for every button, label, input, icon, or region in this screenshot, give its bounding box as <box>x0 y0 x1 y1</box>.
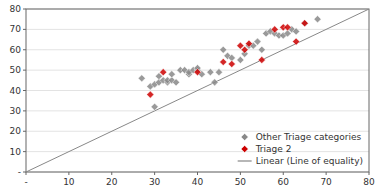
x-tick-label: 80 <box>363 177 375 187</box>
y-tick-label: 80 <box>10 4 22 14</box>
point <box>258 56 265 63</box>
point <box>301 20 308 27</box>
point <box>172 79 179 86</box>
x-tick-label: 20 <box>106 177 118 187</box>
point <box>207 69 214 76</box>
y-tick-label: 70 <box>10 24 22 34</box>
point <box>237 56 244 63</box>
point <box>245 40 252 47</box>
x-tick-label: 30 <box>149 177 161 187</box>
legend-label: Other Triage categories <box>256 132 362 142</box>
point <box>220 58 227 65</box>
legend-swatch <box>241 145 248 152</box>
y-tick-label: 40 <box>10 86 22 96</box>
point <box>228 60 235 67</box>
plot-frame <box>26 9 369 172</box>
grid-line <box>26 49 369 50</box>
point <box>293 38 300 45</box>
point <box>194 69 201 76</box>
legend-label: Linear (Line of equality) <box>256 156 363 166</box>
point <box>138 75 145 82</box>
point <box>293 28 300 35</box>
grid-line <box>26 110 369 111</box>
grid-line <box>26 29 369 30</box>
x-tick-label: - <box>24 177 27 187</box>
legend-swatch <box>241 133 248 140</box>
equality-line <box>26 9 369 172</box>
x-tick-label: 40 <box>192 177 204 187</box>
chart: - 10 20 30 40 50 60 70 80 - 10 20 30 40 50 60 70 80 Other … <box>0 0 379 192</box>
x-tick-label: 60 <box>278 177 290 187</box>
y-tick-label: 10 <box>10 147 22 157</box>
y-tick-label: 50 <box>10 65 22 75</box>
point <box>258 46 265 53</box>
x-tick-label: 70 <box>320 177 332 187</box>
point <box>211 79 218 86</box>
legend: Other Triage categories Triage 2 Linear (L… <box>238 132 363 166</box>
y-tick-label: 20 <box>10 126 22 136</box>
axes: - 10 20 30 40 50 60 70 80 - 10 20 30 40 50 60 70 80 <box>10 4 375 187</box>
point <box>215 69 222 76</box>
point <box>151 103 158 110</box>
point <box>241 46 248 53</box>
series-points <box>138 16 321 111</box>
x-tick-label: 50 <box>235 177 247 187</box>
y-tick-label: - <box>18 167 21 177</box>
series-points <box>147 20 309 99</box>
point <box>254 38 261 45</box>
point <box>147 91 154 98</box>
point <box>314 16 321 23</box>
grid-line <box>26 151 369 152</box>
legend-label: Triage 2 <box>255 144 292 154</box>
point <box>301 20 308 27</box>
y-tick-label: 60 <box>10 45 22 55</box>
point <box>271 26 278 33</box>
legend-swatch <box>238 160 252 161</box>
y-tick-label: 30 <box>10 106 22 116</box>
point <box>160 69 167 76</box>
point <box>284 24 291 31</box>
x-tick-label: 10 <box>63 177 75 187</box>
plot-area <box>26 9 369 172</box>
point <box>168 71 175 78</box>
point <box>220 46 227 53</box>
